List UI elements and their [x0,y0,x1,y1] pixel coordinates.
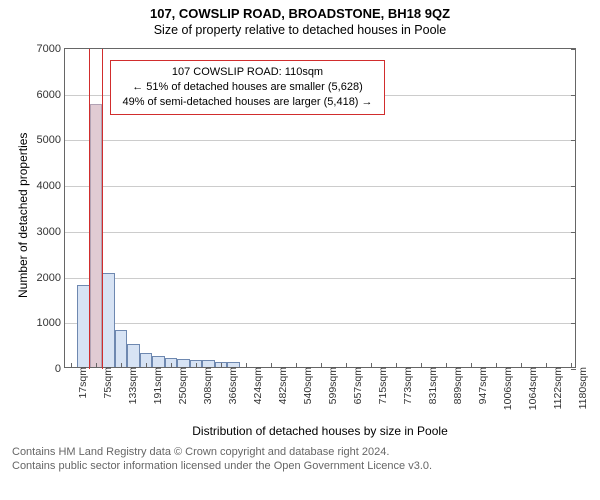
grid-line [65,278,575,279]
xtick-mark [371,363,372,368]
xtick-mark [121,363,122,368]
xtick-mark [421,363,422,368]
xtick-mark [146,363,147,368]
y-axis-label: Number of detached properties [16,132,30,297]
highlight-line [89,49,90,369]
grid-line [65,232,575,233]
bar [152,356,164,367]
xtick-mark [196,363,197,368]
ytick-mark [571,140,576,141]
ytick-label: 7000 [37,43,65,55]
xtick-mark [271,363,272,368]
xtick-mark [171,363,172,368]
ytick-label: 0 [55,363,65,375]
bar [77,285,89,367]
xtick-label: 1180sqm [574,367,589,409]
xtick-label: 191sqm [149,367,164,404]
ytick-mark [571,323,576,324]
xtick-mark [96,363,97,368]
bar [127,344,139,367]
credit-line: Contains HM Land Registry data © Crown c… [12,446,432,460]
xtick-mark [471,363,472,368]
ytick-label: 4000 [37,180,65,192]
xtick-label: 482sqm [274,367,289,404]
bar [202,360,214,367]
credit-line: Contains public sector information licen… [12,460,432,474]
ytick-label: 6000 [37,89,65,101]
xtick-label: 75sqm [99,367,114,399]
ytick-mark [571,95,576,96]
xtick-mark [446,363,447,368]
xtick-label: 831sqm [424,367,439,404]
grid-line [65,323,575,324]
ytick-mark [571,232,576,233]
xtick-label: 889sqm [449,367,464,404]
xtick-label: 599sqm [324,367,339,404]
xtick-label: 1122sqm [549,367,564,409]
xtick-mark [546,363,547,368]
xtick-label: 133sqm [124,367,139,404]
xtick-mark [396,363,397,368]
ytick-label: 2000 [37,272,65,284]
xtick-mark [321,363,322,368]
xtick-mark [71,363,72,368]
xtick-mark [496,363,497,368]
xtick-label: 540sqm [299,367,314,404]
xtick-mark [571,363,572,368]
ytick-mark [571,186,576,187]
xtick-label: 366sqm [224,367,239,404]
callout-line: ← 51% of detached houses are smaller (5,… [119,80,376,95]
chart-subtitle: Size of property relative to detached ho… [0,23,600,37]
ytick-mark [571,278,576,279]
xtick-label: 657sqm [349,367,364,404]
xtick-label: 1006sqm [499,367,514,410]
xtick-mark [246,363,247,368]
ytick-label: 3000 [37,226,65,238]
chart-title: 107, COWSLIP ROAD, BROADSTONE, BH18 9QZ [0,0,600,21]
xtick-label: 947sqm [474,367,489,404]
xtick-label: 250sqm [174,367,189,404]
credits: Contains HM Land Registry data © Crown c… [12,446,432,474]
callout-line: 49% of semi-detached houses are larger (… [119,95,376,110]
grid-line [65,186,575,187]
bar [102,273,114,367]
xtick-mark [296,363,297,368]
xtick-label: 715sqm [374,367,389,404]
callout-line: 107 COWSLIP ROAD: 110sqm [119,65,376,80]
ytick-mark [571,49,576,50]
grid-line [65,140,575,141]
bar [177,359,189,367]
ytick-label: 5000 [37,134,65,146]
highlight-line [102,49,103,369]
xtick-label: 17sqm [74,367,89,399]
xtick-label: 424sqm [249,367,264,404]
callout-box: 107 COWSLIP ROAD: 110sqm ← 51% of detach… [110,60,385,115]
highlight-fill [90,104,102,367]
x-axis-label: Distribution of detached houses by size … [64,424,576,438]
figure: 107, COWSLIP ROAD, BROADSTONE, BH18 9QZ … [0,0,600,500]
xtick-label: 1064sqm [524,367,539,410]
xtick-mark [521,363,522,368]
xtick-label: 773sqm [399,367,414,404]
bar [115,330,127,367]
ytick-label: 1000 [37,317,65,329]
xtick-mark [221,363,222,368]
xtick-label: 308sqm [199,367,214,404]
xtick-mark [346,363,347,368]
